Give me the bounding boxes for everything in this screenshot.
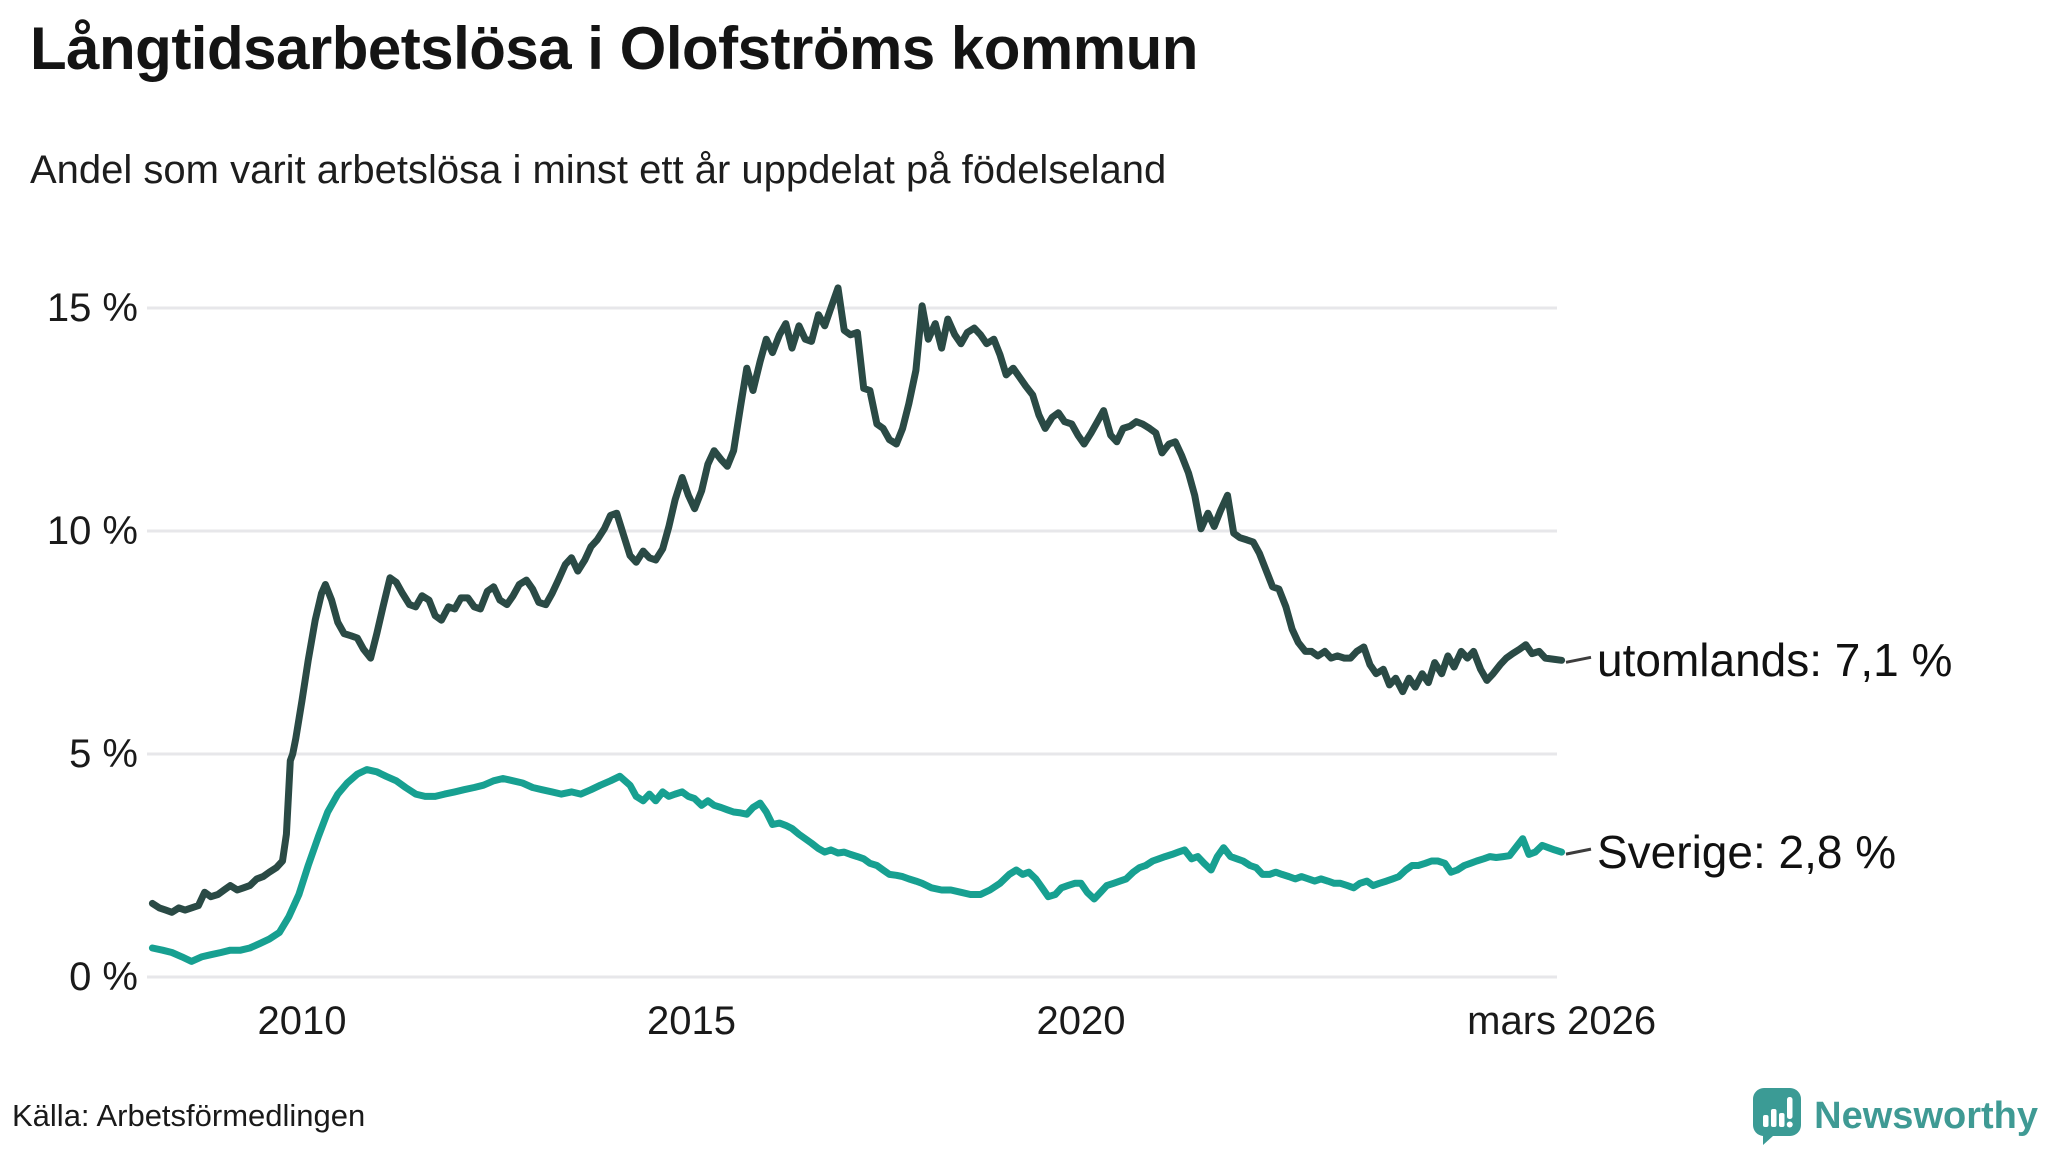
chart-subtitle: Andel som varit arbetslösa i minst ett å… xyxy=(30,148,1167,192)
label-connector xyxy=(1565,847,1592,856)
series-line-utomlands xyxy=(148,284,1566,916)
y-tick-label: 0 % xyxy=(69,955,138,999)
x-tick-label: 2020 xyxy=(1036,999,1126,1043)
series-line-sverige xyxy=(148,766,1566,965)
x-tick-label: mars 2026 xyxy=(1467,999,1657,1043)
chart-title: Långtidsarbetslösa i Olofströms kommun xyxy=(30,15,1198,82)
y-tick-label: 5 % xyxy=(69,732,138,776)
series-end-label-utomlands: utomlands: 7,1 % xyxy=(1597,634,1953,687)
series-end-label-sverige: Sverige: 2,8 % xyxy=(1597,826,1897,879)
y-tick-label: 15 % xyxy=(46,286,138,330)
brand-name: Newsworthy xyxy=(1814,1094,2038,1137)
y-tick-label: 10 % xyxy=(46,509,138,553)
newsworthy-logo-icon xyxy=(1753,1088,1802,1145)
brand-logo: Newsworthy xyxy=(1752,1086,2038,1146)
x-tick-label: 2010 xyxy=(257,999,347,1043)
label-connector xyxy=(1565,655,1592,664)
source-note: Källa: Arbetsförmedlingen xyxy=(12,1098,366,1133)
x-tick-label: 2015 xyxy=(647,999,736,1043)
